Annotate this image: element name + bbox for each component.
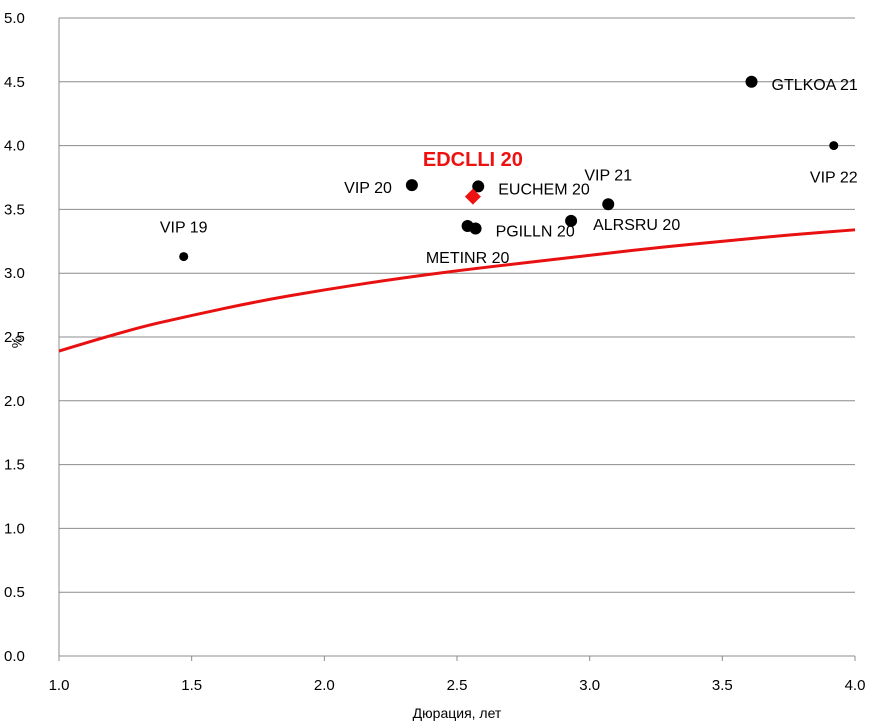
- y-tick-label: 1.0: [4, 520, 25, 537]
- fit-curve: [58, 228, 856, 353]
- fit-curve-line: [58, 228, 856, 353]
- bond-label: PGILLN 20: [496, 224, 575, 241]
- bond-label: VIP 20: [344, 180, 392, 197]
- x-tick-label: 1.0: [49, 677, 70, 694]
- bond-label: VIP 19: [160, 220, 208, 237]
- y-axis-title: %: [9, 336, 25, 348]
- bond-label: GTLKOA 21: [772, 77, 858, 94]
- highlight-label: EDCLLI 20: [423, 149, 523, 171]
- x-tick-label: 3.0: [579, 677, 600, 694]
- y-tick-label: 4.0: [4, 138, 25, 155]
- bond-label: VIP 22: [810, 170, 858, 187]
- bond-point: [405, 179, 418, 192]
- x-tick-label: 4.0: [845, 677, 866, 694]
- highlight-marker: [464, 188, 481, 205]
- bond-point: [565, 214, 578, 227]
- y-tick-label: 1.5: [4, 457, 25, 474]
- highlight-bond: EDCLLI 20: [423, 149, 523, 205]
- y-tick-label: 2.0: [4, 393, 25, 410]
- x-tick-label: 3.5: [712, 677, 733, 694]
- y-tick-label: 0.0: [4, 648, 25, 665]
- y-tick-label: 5.0: [4, 10, 25, 27]
- y-tick-label: 3.0: [4, 265, 25, 282]
- x-tick-label: 2.0: [314, 677, 335, 694]
- axes: [58, 18, 856, 661]
- gridlines: [59, 17, 855, 593]
- bond-point: [179, 252, 189, 262]
- bond-label: METINR 20: [426, 250, 510, 267]
- bond-point: [602, 198, 615, 211]
- bond-labels: VIP 19 VIP 20 EUCHEM 20 METINR 20 PGILLN 20 A…: [160, 77, 858, 267]
- x-tick-label: 1.5: [181, 677, 202, 694]
- bond-points: [179, 75, 839, 262]
- y-tick-label: 0.5: [4, 584, 25, 601]
- bond-point: [472, 180, 485, 193]
- y-tick-label: 3.5: [4, 201, 25, 218]
- y-tick-label: 2.5: [4, 329, 25, 346]
- y-tick-label: 4.5: [4, 74, 25, 91]
- x-tick-labels: 1.0 1.5 2.0 2.5 3.0 3.5 4.0: [49, 677, 866, 694]
- bond-point: [469, 222, 482, 235]
- y-tick-labels: 0.0 0.5 1.0 1.5 2.0 2.5 3.0 3.5 4.0 4.5 5.0: [4, 10, 25, 665]
- x-axis-title: Дюрация, лет: [413, 705, 502, 721]
- x-tick-label: 2.5: [447, 677, 468, 694]
- bond-point: [745, 75, 758, 88]
- bond-label: VIP 21: [584, 167, 632, 184]
- bond-label: EUCHEM 20: [498, 181, 590, 198]
- bond-point: [829, 141, 839, 151]
- bond-label: ALRSRU 20: [593, 217, 680, 234]
